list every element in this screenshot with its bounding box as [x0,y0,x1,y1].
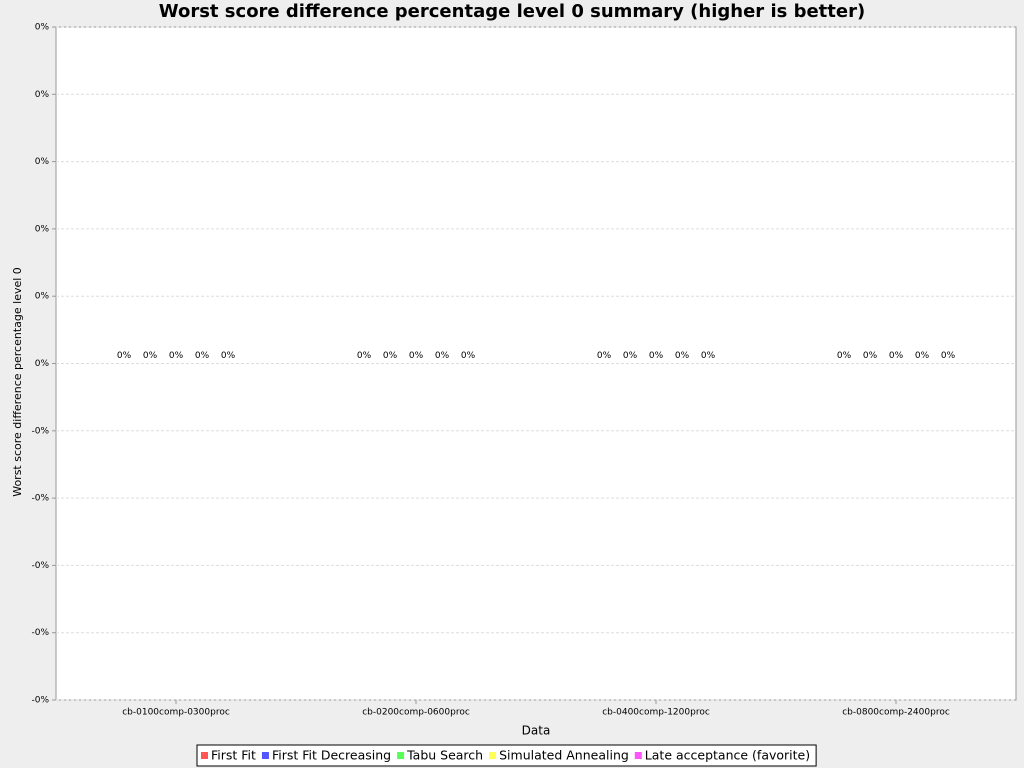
y-tick-label: 0% [35,359,50,369]
data-label: 0% [623,351,638,361]
x-tick-label: cb-0400comp-1200proc [602,708,710,718]
data-label: 0% [383,351,398,361]
y-tick-label: -0% [31,494,49,504]
y-tick-label: 0% [35,157,50,167]
data-label: 0% [837,351,852,361]
y-tick-label: -0% [31,696,49,706]
data-label: 0% [941,351,956,361]
y-tick-label: -0% [31,426,49,436]
data-label: 0% [409,351,424,361]
data-label: 0% [143,351,158,361]
y-tick-label: -0% [31,561,49,571]
legend-swatch [397,752,405,759]
data-label: 0% [169,351,184,361]
data-label: 0% [701,351,716,361]
data-label: 0% [221,351,236,361]
data-label: 0% [195,351,210,361]
y-tick-label: 0% [35,90,50,100]
data-label: 0% [357,351,372,361]
legend-swatch [201,752,208,759]
data-label: 0% [675,351,690,361]
x-axis-title: Data [522,724,551,738]
y-tick-label: -0% [31,628,49,638]
x-tick-label: cb-0800comp-2400proc [842,708,950,718]
legend-swatch [489,752,497,759]
x-tick-label: cb-0100comp-0300proc [122,708,230,718]
data-label: 0% [435,351,450,361]
legend [196,744,817,767]
y-tick-label: 0% [35,292,50,302]
legend-swatch [634,752,642,759]
y-axis-title: Worst score difference percentage level … [11,267,24,497]
x-tick-label: cb-0200comp-0600proc [362,708,470,718]
data-label: 0% [461,351,476,361]
data-label: 0% [117,351,132,361]
data-label: 0% [597,351,612,361]
legend-swatch [261,752,269,759]
legend-label: First Fit [211,748,256,763]
data-label: 0% [863,351,878,361]
legend-label: Simulated Annealing [499,748,629,763]
chart-title: Worst score difference percentage level … [159,1,865,22]
legend-label: Tabu Search [406,748,483,763]
legend-label: First Fit Decreasing [272,748,391,763]
y-tick-label: 0% [35,224,50,234]
data-label: 0% [649,351,664,361]
legend-label: Late acceptance (favorite) [645,748,810,763]
data-label: 0% [889,351,904,361]
data-label: 0% [915,351,930,361]
y-tick-label: 0% [35,23,50,33]
